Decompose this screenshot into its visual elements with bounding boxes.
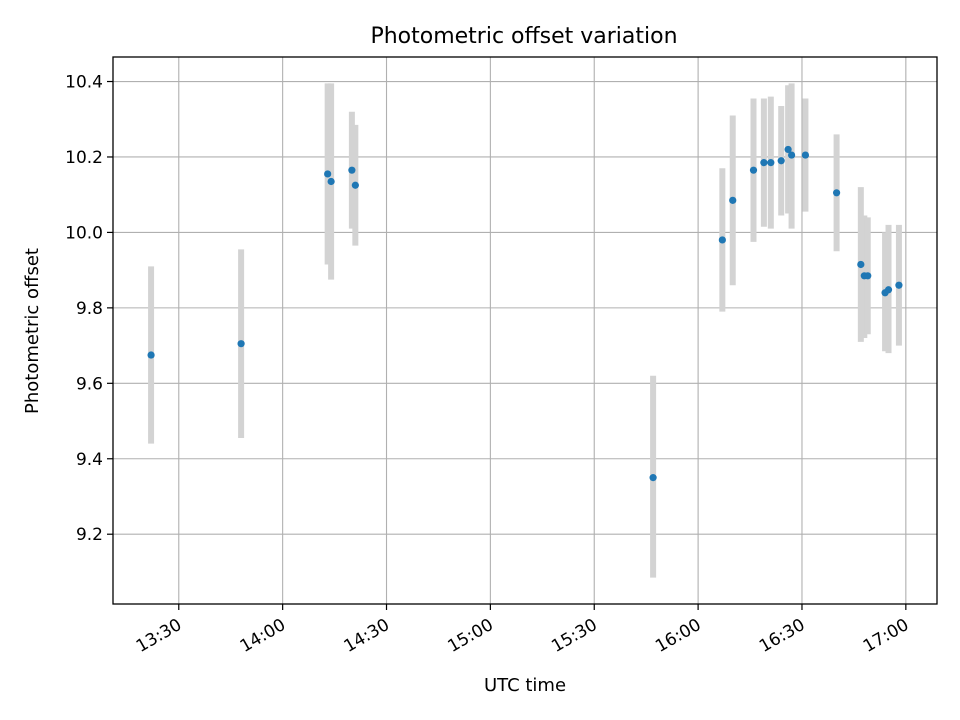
x-tick-label: 17:00 — [860, 615, 912, 657]
grid — [113, 57, 937, 604]
data-point — [749, 166, 758, 174]
x-tick-label: 16:00 — [652, 615, 704, 657]
data-point — [729, 196, 737, 204]
y-tick-label: 10.0 — [65, 223, 103, 243]
data-point — [147, 351, 155, 359]
data-point — [760, 159, 768, 167]
data-point — [348, 166, 356, 174]
data-point — [767, 159, 775, 167]
y-tick-label: 9.2 — [76, 525, 103, 545]
x-tick-label: 13:30 — [133, 615, 185, 657]
y-tick-label: 9.4 — [76, 450, 103, 470]
data-point — [649, 474, 657, 482]
data-point — [895, 281, 903, 289]
data-point — [351, 181, 359, 189]
data-point — [787, 151, 796, 159]
x-tick-label: 16:30 — [756, 615, 808, 657]
chart-title: Photometric offset variation — [370, 24, 677, 49]
data-point — [864, 272, 872, 280]
data-point — [801, 151, 810, 159]
data-points — [147, 145, 903, 482]
y-tick-label: 9.6 — [76, 374, 103, 394]
data-point — [718, 236, 726, 244]
data-point — [884, 286, 893, 294]
x-tick-label: 15:00 — [444, 615, 496, 657]
data-point — [324, 170, 332, 178]
x-tick-label: 14:30 — [341, 615, 393, 657]
data-point — [237, 340, 245, 348]
y-tick-label: 9.8 — [76, 299, 103, 319]
data-point — [327, 177, 335, 186]
data-point — [832, 189, 841, 197]
x-axis-ticks: 13:30 14:00 14:30 15:00 15:30 16:00 16:30 17:00 — [133, 604, 912, 657]
error-bars — [148, 83, 902, 578]
y-tick-label: 10.4 — [65, 73, 103, 93]
y-axis-ticks: 9.2 9.4 9.6 9.8 10.0 10.2 10.4 — [65, 73, 113, 545]
data-point — [777, 157, 785, 165]
y-axis-label: Photometric offset — [22, 248, 43, 414]
x-tick-label: 14:00 — [237, 615, 289, 657]
x-tick-label: 15:30 — [548, 615, 600, 657]
y-tick-label: 10.2 — [65, 148, 103, 168]
data-point — [784, 145, 792, 154]
x-axis-label: UTC time — [484, 675, 566, 696]
plot-frame — [112, 56, 938, 605]
data-point — [857, 260, 865, 269]
